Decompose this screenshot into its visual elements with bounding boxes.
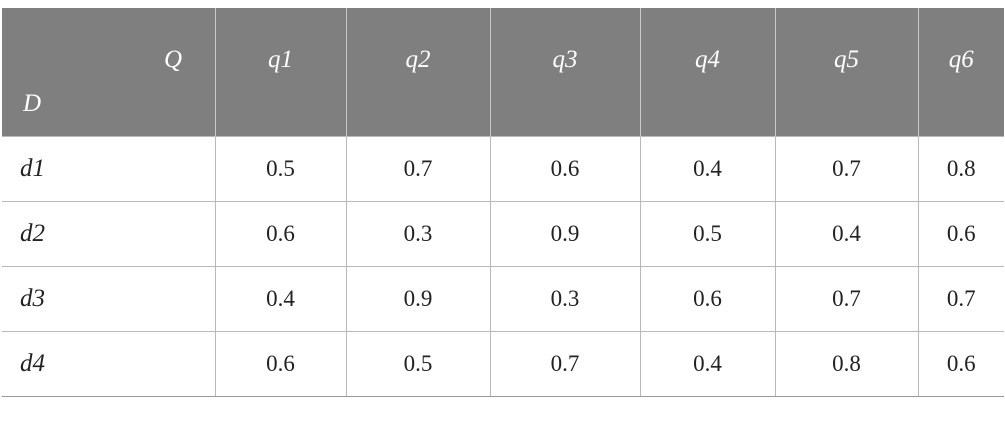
row-label: d4 <box>2 330 216 397</box>
table-cell: 0.6 <box>489 135 641 202</box>
table-cell: 0.3 <box>345 200 491 267</box>
header-row: Q D q1 q2 q3 q4 q5 q6 <box>2 8 1004 136</box>
table-cell: 0.6 <box>214 330 347 397</box>
row-label: d1 <box>2 135 216 202</box>
table-cell: 0.4 <box>214 265 347 332</box>
table-row: d2 0.6 0.3 0.9 0.5 0.4 0.6 <box>2 200 1004 267</box>
column-header-q1: q1 <box>214 8 346 136</box>
column-header-q5: q5 <box>774 8 918 136</box>
table-row: d1 0.5 0.7 0.6 0.4 0.7 0.8 <box>2 135 1004 202</box>
table-cell: 0.5 <box>345 330 491 397</box>
table-cell: 0.6 <box>917 200 1004 267</box>
table-row: d4 0.6 0.5 0.7 0.4 0.8 0.6 <box>2 330 1004 397</box>
table-cell: 0.9 <box>489 200 641 267</box>
table-cell: 0.7 <box>345 135 491 202</box>
table-cell: 0.4 <box>774 200 919 267</box>
column-header-q3: q3 <box>489 8 640 136</box>
table-cell: 0.7 <box>774 135 919 202</box>
corner-label-d: D <box>23 90 42 117</box>
table-cell: 0.8 <box>917 135 1004 202</box>
table-cell: 0.6 <box>214 200 347 267</box>
table-cell: 0.8 <box>774 330 919 397</box>
column-header-q2: q2 <box>345 8 490 136</box>
table-cell: 0.9 <box>345 265 491 332</box>
data-table: Q D q1 q2 q3 q4 q5 q6 d1 0.5 0.7 0.6 0.4… <box>2 8 1004 397</box>
table-cell: 0.3 <box>489 265 641 332</box>
column-header-q4: q4 <box>639 8 775 136</box>
table-cell: 0.6 <box>639 265 776 332</box>
table-cell: 0.7 <box>917 265 1004 332</box>
table-cell: 0.4 <box>639 135 776 202</box>
corner-label-q: Q <box>164 46 183 73</box>
row-label: d3 <box>2 265 216 332</box>
table-row: d3 0.4 0.9 0.3 0.6 0.7 0.7 <box>2 265 1004 332</box>
table-cell: 0.6 <box>917 330 1004 397</box>
table-cell: 0.7 <box>489 330 641 397</box>
table-cell: 0.7 <box>774 265 919 332</box>
column-header-q6: q6 <box>917 8 1004 136</box>
row-label: d2 <box>2 200 216 267</box>
corner-header-cell: Q D <box>2 8 215 136</box>
table-cell: 0.5 <box>639 200 776 267</box>
table-cell: 0.4 <box>639 330 776 397</box>
table-cell: 0.5 <box>214 135 347 202</box>
